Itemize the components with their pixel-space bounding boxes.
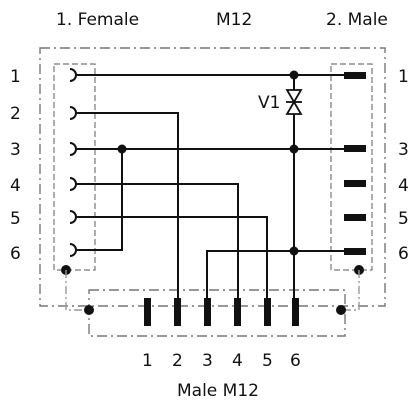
bottom-pin-label: 5 xyxy=(262,351,273,371)
female-pin-label: 6 xyxy=(10,244,21,264)
male-pin-bar xyxy=(344,214,366,221)
female-pin-label: 5 xyxy=(10,209,21,229)
junction-dot xyxy=(117,144,127,154)
female-pin-labels: 1 2 3 4 5 6 xyxy=(10,67,21,264)
bottom-pin-bar xyxy=(234,298,241,326)
bottom-pin-label: 6 xyxy=(290,351,301,371)
male-connector-title: 2. Male xyxy=(326,10,388,30)
bottom-pin-label: 3 xyxy=(202,351,213,371)
bottom-pin-bar xyxy=(204,298,211,326)
male-pin-label: 3 xyxy=(398,140,409,160)
wire-pin2 xyxy=(76,112,179,298)
tvs-diode xyxy=(285,89,303,125)
male-pin-bars xyxy=(344,72,366,255)
female-socket-symbol xyxy=(69,177,77,191)
shield-connections xyxy=(61,265,364,315)
bottom-pin-bar xyxy=(174,298,181,326)
m12-title: M12 xyxy=(216,10,252,30)
diode-triangle-bottom xyxy=(285,100,303,115)
junction-dot xyxy=(289,144,299,154)
male-pin-labels: 1 3 4 5 6 xyxy=(398,67,409,264)
male-pin-bar xyxy=(344,145,366,152)
junction-dot xyxy=(289,70,299,80)
wire-pin4 xyxy=(76,183,239,298)
female-sockets xyxy=(69,68,77,257)
bottom-pin-label: 2 xyxy=(172,351,183,371)
female-pin-label: 2 xyxy=(10,104,21,124)
bottom-pin-bar xyxy=(264,298,271,326)
male-pin-label: 6 xyxy=(398,244,409,264)
bottom-pin-bar xyxy=(292,298,299,326)
outer-housing-frame xyxy=(39,47,386,307)
shield-line-left xyxy=(65,270,89,311)
junction-dot xyxy=(289,246,299,256)
shield-line-right xyxy=(345,270,360,311)
male-pin-bar xyxy=(344,72,366,79)
male-pin-label: 5 xyxy=(398,209,409,229)
female-pin-label: 3 xyxy=(10,140,21,160)
diode-label: V1 xyxy=(258,93,280,113)
bottom-connector-box xyxy=(88,289,346,337)
diode-triangle-top xyxy=(285,89,303,104)
junction-dots xyxy=(117,70,299,256)
shield-dot-bottom-right xyxy=(336,305,346,315)
bottom-connector-title: Male M12 xyxy=(177,381,259,401)
bottom-pin-bar xyxy=(144,298,151,326)
female-socket-symbol xyxy=(69,106,77,120)
wire-male-pin6 xyxy=(206,250,344,298)
female-pin-label: 1 xyxy=(10,67,21,87)
female-socket-symbol xyxy=(69,68,77,82)
female-socket-symbol xyxy=(69,142,77,156)
male-pin-bar xyxy=(344,248,366,255)
wire-pin5 xyxy=(76,216,268,298)
shield-dot-bottom-left xyxy=(84,305,94,315)
wires xyxy=(76,74,344,298)
male-pin-bar xyxy=(344,180,366,187)
bottom-pin-label: 4 xyxy=(232,351,243,371)
female-connector-box xyxy=(53,63,96,271)
female-connector-title: 1. Female xyxy=(56,10,139,30)
bottom-pin-labels: 1 2 3 4 5 6 xyxy=(142,351,301,371)
female-socket-symbol xyxy=(69,210,77,224)
female-pin-label: 4 xyxy=(10,176,21,196)
male-connector-box xyxy=(330,63,373,271)
female-socket-symbol xyxy=(69,243,77,257)
male-pin-label: 1 xyxy=(398,67,409,87)
bottom-pin-label: 1 xyxy=(142,351,153,371)
bottom-pin-bars xyxy=(144,298,299,326)
male-pin-label: 4 xyxy=(398,176,409,196)
wire-pin6-bridge xyxy=(76,149,123,251)
